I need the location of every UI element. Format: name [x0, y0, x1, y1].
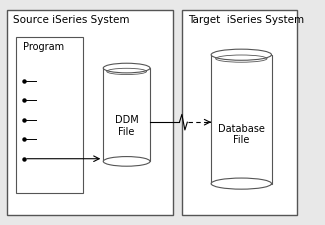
Bar — [211, 55, 271, 184]
Ellipse shape — [103, 63, 150, 73]
Bar — [7, 10, 174, 215]
Bar — [103, 68, 150, 161]
Text: DDM
File: DDM File — [115, 115, 138, 137]
Text: Program: Program — [22, 43, 64, 52]
Ellipse shape — [211, 49, 271, 60]
Ellipse shape — [211, 178, 271, 189]
Ellipse shape — [103, 157, 150, 166]
Ellipse shape — [211, 49, 271, 60]
Text: Database
File: Database File — [218, 124, 265, 145]
Bar — [182, 10, 297, 215]
Ellipse shape — [103, 63, 150, 73]
Text: Target  iSeries System: Target iSeries System — [188, 15, 305, 25]
Bar — [17, 37, 83, 193]
Text: Source iSeries System: Source iSeries System — [13, 15, 130, 25]
